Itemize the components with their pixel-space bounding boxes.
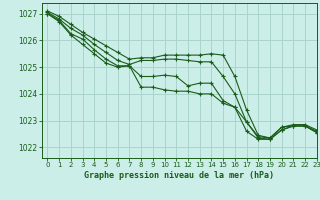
X-axis label: Graphe pression niveau de la mer (hPa): Graphe pression niveau de la mer (hPa) <box>84 171 274 180</box>
